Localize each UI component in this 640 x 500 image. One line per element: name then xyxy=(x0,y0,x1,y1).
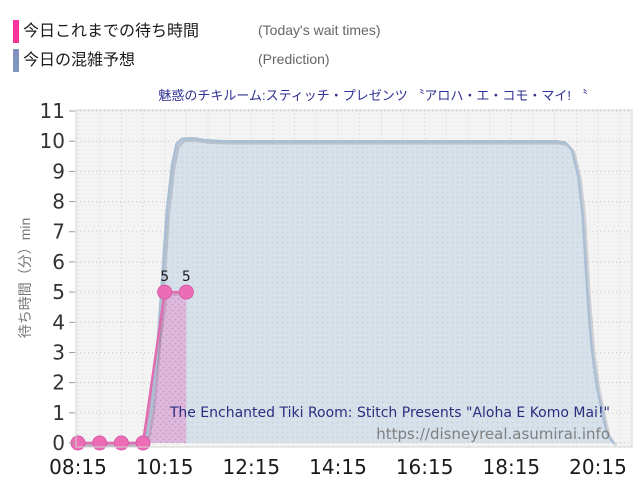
attraction-name-annotation: The Enchanted Tiki Room: Stitch Presents… xyxy=(169,405,610,421)
x-tick-label: 12:15 xyxy=(223,455,281,479)
y-tick-label: 1 xyxy=(52,401,65,425)
x-tick-label: 14:15 xyxy=(309,455,367,479)
legend-item-actual: 今日これまでの待ち時間 (Today's wait times) xyxy=(13,20,473,43)
data-point-label: 5 xyxy=(182,269,191,285)
x-tick-label: 16:15 xyxy=(396,455,454,479)
legend: 今日これまでの待ち時間 (Today's wait times) 今日の混雑予想… xyxy=(13,20,473,78)
y-tick-label: 2 xyxy=(52,371,65,395)
chart-title: 魅惑のチキルーム:スティッチ・プレゼンツ 〝アロハ・エ・コモ・マイ! 〝 xyxy=(158,88,588,103)
y-tick-label: 7 xyxy=(52,220,65,244)
y-tick-label: 6 xyxy=(52,250,65,274)
y-tick-label: 9 xyxy=(52,159,65,183)
x-axis: 08:15 10:15 12:15 14:15 16:15 18:15 20:15 xyxy=(49,455,627,479)
legend-swatch-actual-icon xyxy=(13,20,19,43)
legend-item-prediction: 今日の混雑予想 (Prediction) xyxy=(13,49,473,72)
data-point-marker xyxy=(113,435,129,451)
y-tick-label: 11 xyxy=(40,99,65,123)
x-tick-label: 08:15 xyxy=(49,455,107,479)
plot-border xyxy=(75,109,633,448)
y-tick-label: 3 xyxy=(52,340,65,364)
legend-label-prediction-ja: 今日の混雑予想 xyxy=(23,52,136,69)
x-tick-label: 10:15 xyxy=(136,455,194,479)
source-url-annotation: https://disneyreal.asumirai.info xyxy=(376,425,610,443)
y-tick-label: 8 xyxy=(52,190,65,214)
data-point-marker xyxy=(178,284,194,300)
legend-swatch-prediction-icon xyxy=(13,49,19,72)
y-tick-label: 5 xyxy=(52,280,65,304)
legend-label-actual-en: (Today's wait times) xyxy=(258,22,381,38)
y-tick-label: 4 xyxy=(52,310,65,334)
actual-area xyxy=(78,292,187,443)
prediction-area xyxy=(75,138,615,443)
legend-label-prediction-en: (Prediction) xyxy=(258,51,330,67)
y-axis-label: 待ち時間（分）min xyxy=(17,217,33,339)
prediction-line xyxy=(75,136,615,445)
data-point-marker xyxy=(157,284,173,300)
y-axis: 0 1 2 3 4 5 6 7 8 9 10 11 xyxy=(40,99,75,455)
prediction-line-shadow xyxy=(78,139,618,447)
data-point-label: 5 xyxy=(160,269,169,285)
y-tick-label: 0 xyxy=(52,431,65,455)
x-tick-label: 18:15 xyxy=(483,455,541,479)
y-tick-label: 10 xyxy=(40,129,65,153)
data-point-marker xyxy=(135,435,151,451)
x-tick-label: 20:15 xyxy=(569,455,627,479)
data-point-marker xyxy=(92,435,108,451)
legend-label-actual-ja: 今日これまでの待ち時間 xyxy=(23,23,200,40)
